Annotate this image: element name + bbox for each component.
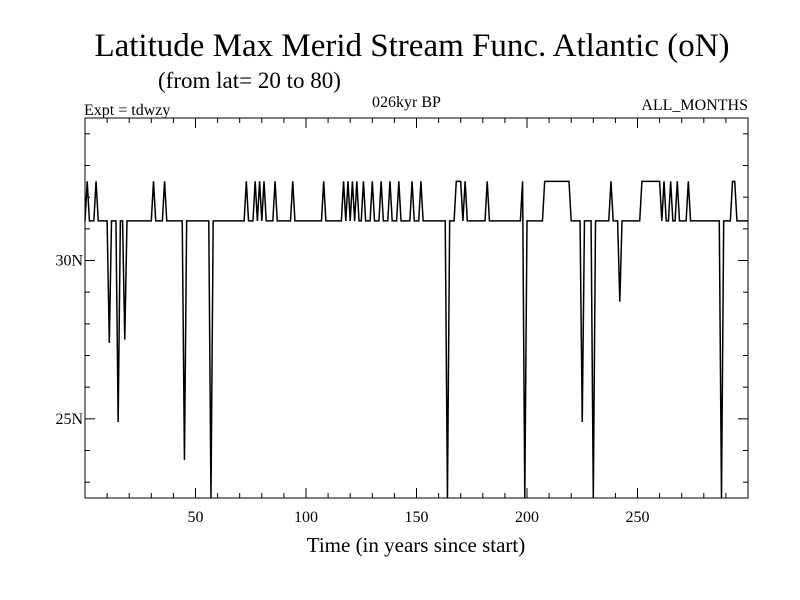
- x-axis-label: Time (in years since start): [307, 533, 526, 557]
- months-label: ALL_MONTHS: [641, 97, 748, 114]
- plot-frame: [84, 117, 749, 499]
- x-tick-label: 200: [515, 509, 539, 526]
- axis-ticks: [85, 118, 748, 498]
- chart-subtitle: (from lat= 20 to 80): [158, 68, 341, 93]
- x-tick-label: 150: [405, 509, 429, 526]
- axis-tick-labels: 50 100 150 200 250 25N 30N: [55, 253, 649, 527]
- x-tick-label: 50: [188, 509, 204, 526]
- series-line: [84, 180, 748, 499]
- chart-title: Latitude Max Merid Stream Func. Atlantic…: [94, 28, 729, 64]
- x-tick-label: 100: [294, 509, 318, 526]
- y-tick-label: 25N: [55, 411, 83, 428]
- y-tick-label: 30N: [55, 253, 83, 270]
- experiment-label: Expt = tdwzy: [84, 102, 170, 119]
- period-label: 026kyr BP: [372, 94, 441, 111]
- x-tick-label: 250: [626, 509, 650, 526]
